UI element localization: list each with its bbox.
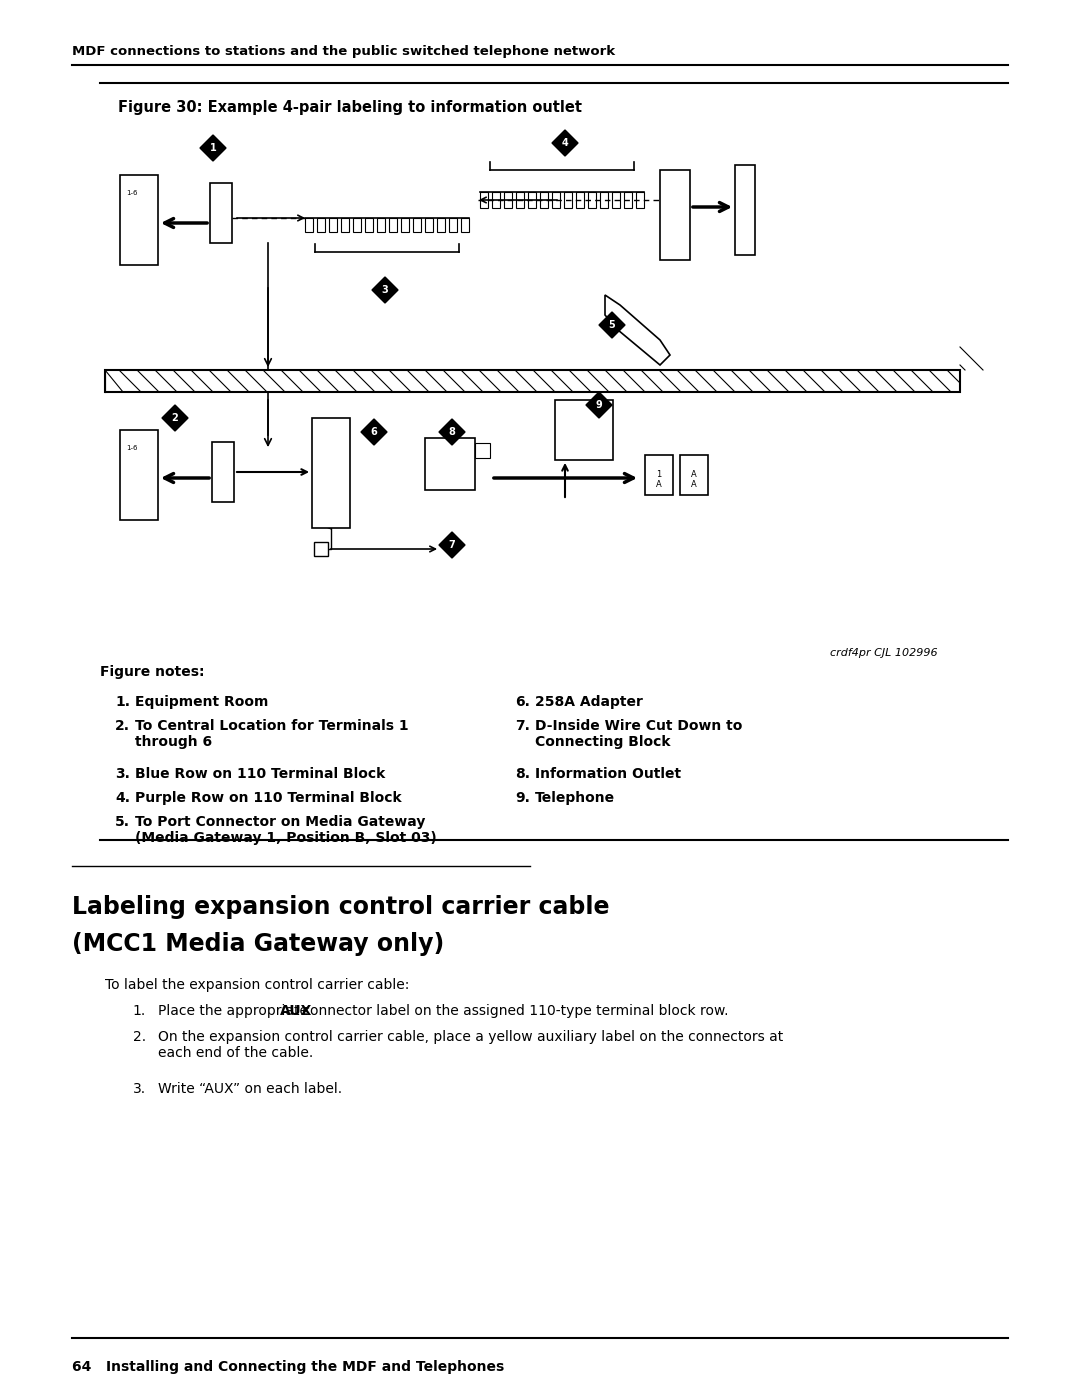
- Bar: [612, 191, 620, 208]
- Text: 1-6: 1-6: [126, 190, 137, 196]
- Text: 5.: 5.: [114, 814, 130, 828]
- Text: 8: 8: [448, 427, 456, 437]
- Bar: [318, 218, 325, 232]
- Text: On the expansion control carrier cable, place a yellow auxiliary label on the co: On the expansion control carrier cable, …: [158, 1030, 783, 1060]
- Bar: [552, 191, 561, 208]
- Bar: [314, 542, 328, 556]
- Polygon shape: [162, 405, 188, 432]
- Bar: [660, 170, 690, 260]
- Bar: [624, 191, 632, 208]
- Text: 6.: 6.: [515, 694, 530, 710]
- Text: D-Inside Wire Cut Down to
Connecting Block: D-Inside Wire Cut Down to Connecting Blo…: [535, 719, 742, 749]
- Bar: [426, 439, 475, 490]
- Text: AUX: AUX: [280, 1004, 312, 1018]
- Text: 4: 4: [562, 138, 568, 148]
- Text: A
A: A A: [691, 469, 697, 489]
- Text: Figure 30: Example 4-pair labeling to information outlet: Figure 30: Example 4-pair labeling to in…: [118, 101, 582, 115]
- Text: 2.: 2.: [133, 1030, 146, 1044]
- Bar: [636, 191, 644, 208]
- Text: Information Outlet: Information Outlet: [535, 767, 681, 781]
- Bar: [329, 218, 337, 232]
- Bar: [492, 191, 500, 208]
- Text: connector label on the assigned 110-type terminal block row.: connector label on the assigned 110-type…: [298, 1004, 729, 1018]
- Text: 258A Adapter: 258A Adapter: [535, 694, 643, 710]
- Polygon shape: [438, 532, 465, 557]
- Polygon shape: [200, 136, 226, 161]
- Bar: [735, 165, 755, 256]
- Bar: [312, 418, 350, 528]
- Bar: [120, 175, 158, 265]
- Text: 1.: 1.: [114, 694, 130, 710]
- Bar: [516, 191, 524, 208]
- Text: 64   Installing and Connecting the MDF and Telephones: 64 Installing and Connecting the MDF and…: [72, 1361, 504, 1375]
- Bar: [645, 455, 673, 495]
- Text: Place the appropriate: Place the appropriate: [158, 1004, 312, 1018]
- Text: 4.: 4.: [114, 791, 130, 805]
- Bar: [105, 370, 960, 393]
- Bar: [475, 443, 490, 458]
- Text: To Port Connector on Media Gateway
(Media Gateway 1, Position B, Slot 03): To Port Connector on Media Gateway (Medi…: [135, 814, 436, 845]
- Text: Write “AUX” on each label.: Write “AUX” on each label.: [158, 1083, 342, 1097]
- Text: Figure notes:: Figure notes:: [100, 665, 204, 679]
- Text: 1: 1: [210, 142, 216, 154]
- Bar: [600, 191, 608, 208]
- Bar: [680, 455, 708, 495]
- Text: 9.: 9.: [515, 791, 530, 805]
- Text: 7: 7: [448, 541, 456, 550]
- Bar: [341, 218, 349, 232]
- Bar: [401, 218, 409, 232]
- Bar: [426, 218, 433, 232]
- Text: 1
A: 1 A: [657, 469, 662, 489]
- Text: Blue Row on 110 Terminal Block: Blue Row on 110 Terminal Block: [135, 767, 386, 781]
- Text: 2: 2: [172, 414, 178, 423]
- Text: 7.: 7.: [515, 719, 530, 733]
- Text: 3.: 3.: [133, 1083, 146, 1097]
- Polygon shape: [599, 312, 625, 338]
- Bar: [449, 218, 457, 232]
- Bar: [212, 441, 234, 502]
- Polygon shape: [361, 419, 387, 446]
- Text: 1-6: 1-6: [126, 446, 137, 451]
- Text: 8.: 8.: [515, 767, 530, 781]
- Text: 6: 6: [370, 427, 377, 437]
- Polygon shape: [552, 130, 578, 156]
- Text: Equipment Room: Equipment Room: [135, 694, 268, 710]
- Text: To Central Location for Terminals 1
through 6: To Central Location for Terminals 1 thro…: [135, 719, 408, 749]
- Text: To label the expansion control carrier cable:: To label the expansion control carrier c…: [105, 978, 409, 992]
- Bar: [120, 430, 158, 520]
- Bar: [413, 218, 421, 232]
- Bar: [480, 191, 488, 208]
- Polygon shape: [438, 419, 465, 446]
- Bar: [305, 218, 313, 232]
- Text: MDF connections to stations and the public switched telephone network: MDF connections to stations and the publ…: [72, 45, 616, 59]
- Bar: [540, 191, 548, 208]
- Bar: [377, 218, 384, 232]
- Bar: [461, 218, 469, 232]
- Text: Purple Row on 110 Terminal Block: Purple Row on 110 Terminal Block: [135, 791, 402, 805]
- Polygon shape: [372, 277, 399, 303]
- Text: 3: 3: [381, 285, 389, 295]
- Text: 9: 9: [596, 400, 603, 409]
- Polygon shape: [605, 295, 670, 365]
- Bar: [353, 218, 361, 232]
- Text: 5: 5: [609, 320, 616, 330]
- Bar: [564, 191, 572, 208]
- Text: 2.: 2.: [114, 719, 130, 733]
- Bar: [588, 191, 596, 208]
- Bar: [504, 191, 512, 208]
- Text: crdf4pr CJL 102996: crdf4pr CJL 102996: [831, 648, 937, 658]
- Text: Labeling expansion control carrier cable: Labeling expansion control carrier cable: [72, 895, 609, 919]
- Bar: [389, 218, 397, 232]
- Bar: [437, 218, 445, 232]
- Text: 3.: 3.: [116, 767, 130, 781]
- Polygon shape: [586, 393, 612, 418]
- Bar: [555, 400, 613, 460]
- Text: (MCC1 Media Gateway only): (MCC1 Media Gateway only): [72, 932, 444, 956]
- Text: Telephone: Telephone: [535, 791, 616, 805]
- Bar: [576, 191, 584, 208]
- Text: 1.: 1.: [133, 1004, 146, 1018]
- Bar: [365, 218, 373, 232]
- Bar: [210, 183, 232, 243]
- Bar: [528, 191, 536, 208]
